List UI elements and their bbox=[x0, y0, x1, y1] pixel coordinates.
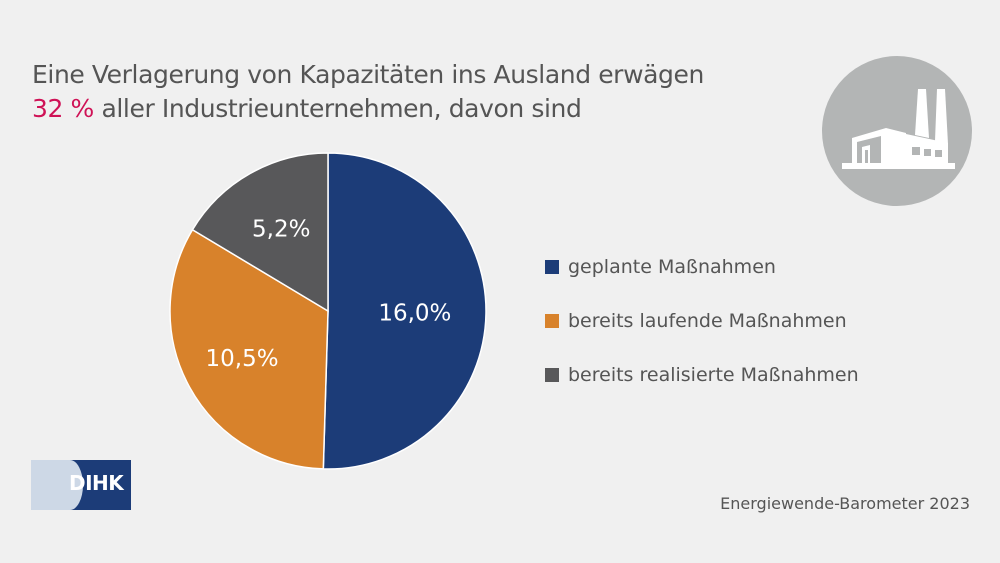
factory-icon-badge bbox=[822, 56, 972, 206]
title-line-1: Eine Verlagerung von Kapazitäten ins Aus… bbox=[32, 60, 704, 89]
legend-swatch bbox=[545, 368, 559, 382]
factory-icon bbox=[842, 89, 955, 169]
chart-title: Eine Verlagerung von Kapazitäten ins Aus… bbox=[32, 58, 704, 126]
source-note: Energiewende-Barometer 2023 bbox=[720, 494, 970, 513]
pie-data-label-3: 5,2% bbox=[252, 217, 310, 243]
legend-item-laufende: bereits laufende Maßnahmen bbox=[545, 294, 859, 348]
legend-label: bereits realisierte Maßnahmen bbox=[568, 364, 859, 386]
pie-data-label-1: 16,0% bbox=[378, 300, 451, 326]
pie-slice-3 bbox=[191, 152, 329, 313]
legend-swatch bbox=[545, 260, 559, 274]
legend-swatch bbox=[545, 314, 559, 328]
pie-data-label-2: 10,5% bbox=[206, 346, 279, 372]
pie-slice-2 bbox=[169, 228, 329, 470]
legend-label: geplante Maßnahmen bbox=[568, 256, 776, 278]
pie-slice-1 bbox=[322, 152, 487, 470]
legend-item-geplante: geplante Maßnahmen bbox=[545, 240, 859, 294]
logo-text: DIHK bbox=[69, 471, 124, 495]
title-line-2-text: aller Industrieunternehmen, davon sind bbox=[93, 94, 582, 123]
legend: geplante Maßnahmen bereits laufende Maßn… bbox=[545, 240, 859, 402]
dihk-logo: DIHK bbox=[31, 460, 131, 510]
title-line-2: 32 % aller Industrieunternehmen, davon s… bbox=[32, 92, 704, 126]
legend-item-realisierte: bereits realisierte Maßnahmen bbox=[545, 348, 859, 402]
title-highlight: 32 % bbox=[32, 94, 94, 123]
legend-label: bereits laufende Maßnahmen bbox=[568, 310, 847, 332]
